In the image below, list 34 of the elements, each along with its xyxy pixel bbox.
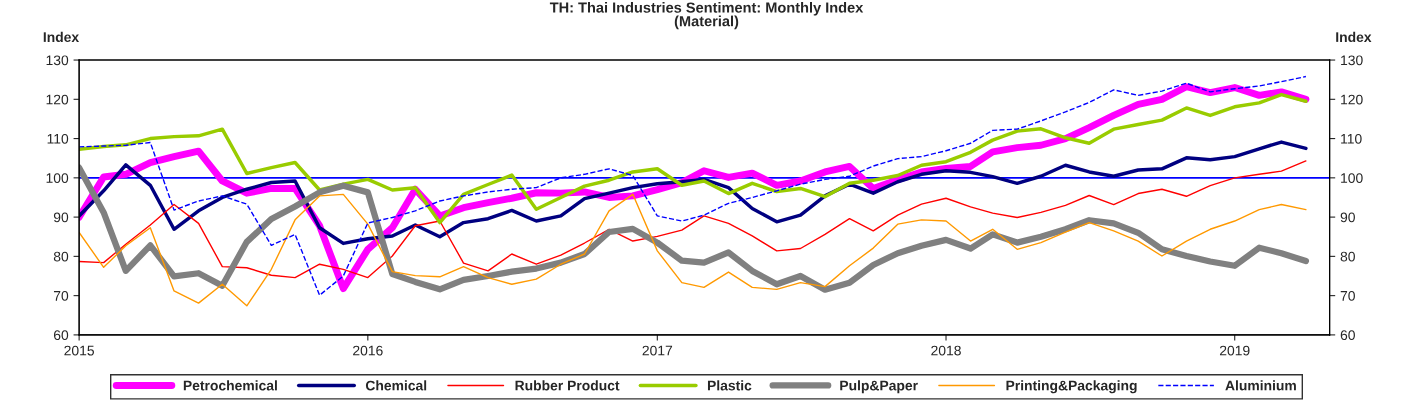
x-tick-label: 2016	[353, 345, 383, 356]
y2-tick-label: 130	[1341, 55, 1363, 66]
y2-tick-label: 100	[1341, 173, 1363, 184]
y-tick-label: 60	[53, 330, 69, 341]
y2-tick-label: 110	[1341, 133, 1362, 144]
legend-label: Chemical	[365, 380, 427, 391]
x-tick-label: 2015	[64, 345, 94, 356]
legend-label: Rubber Product	[515, 380, 620, 391]
x-tick-label: 2017	[642, 345, 673, 356]
x-tick-label: 2019	[1219, 345, 1250, 356]
y-tick-label: 70	[53, 290, 69, 301]
line-series	[79, 92, 1308, 225]
y-tick-label: 120	[46, 94, 69, 105]
line-series	[79, 193, 1307, 307]
y-tick-label: 110	[47, 133, 69, 144]
y-tick-label: 90	[53, 212, 69, 223]
legend-label: Pulp&Paper	[840, 380, 918, 394]
y2-axis-title: Index	[1336, 31, 1372, 43]
legend-label: Plastic	[707, 380, 752, 391]
legend-label: Aluminium	[1225, 380, 1296, 391]
y2-tick-label: 60	[1340, 330, 1355, 341]
line-series	[79, 140, 1308, 246]
y-axis-title: Index	[43, 31, 80, 43]
chart-title: TH: Thai Industries Sentiment: Monthly Index (Material)	[549, 2, 864, 30]
y2-tick-label: 80	[1340, 251, 1355, 262]
y2-tick-label: 120	[1341, 94, 1363, 105]
y-tick-label: 130	[46, 55, 69, 66]
y-tick-label: 100	[46, 173, 69, 184]
legend-label: Petrochemical	[183, 380, 277, 391]
y2-tick-label: 70	[1340, 290, 1355, 301]
y2-tick-label: 90	[1340, 212, 1355, 223]
x-tick-label: 2018	[931, 345, 961, 356]
legend-label: Printing&Packaging	[1006, 380, 1137, 394]
y-tick-label: 80	[53, 251, 69, 262]
